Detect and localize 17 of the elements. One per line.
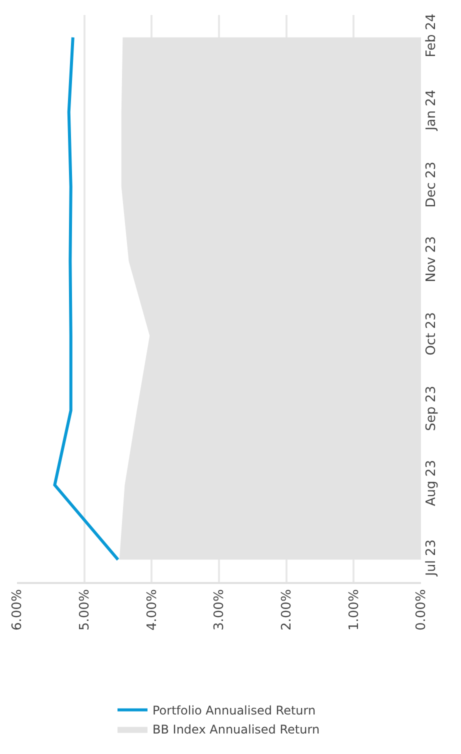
x-tick-label: 4.00% (144, 589, 160, 631)
y-tick-label: Jan 24 (424, 90, 439, 132)
legend-label: BB Index Annualised Return (152, 722, 320, 737)
y-tick-label: Nov 23 (424, 236, 439, 282)
legend-label: Portfolio Annualised Return (152, 704, 316, 718)
y-tick-label: Oct 23 (424, 312, 439, 356)
y-tick-label: Jul 23 (424, 539, 439, 577)
y-tick-label: Aug 23 (424, 460, 439, 506)
x-tick-label: 6.00% (10, 589, 26, 631)
x-tick-label: 2.00% (280, 589, 295, 631)
x-tick-label: 3.00% (212, 589, 228, 631)
y-tick-label: Dec 23 (424, 162, 439, 208)
y-tick-label: Feb 24 (424, 14, 439, 58)
y-tick-label: Sep 23 (424, 386, 439, 432)
x-tick-label: 0.00% (414, 589, 430, 631)
x-tick-label: 1.00% (346, 589, 362, 631)
x-tick-label: 5.00% (78, 589, 93, 631)
